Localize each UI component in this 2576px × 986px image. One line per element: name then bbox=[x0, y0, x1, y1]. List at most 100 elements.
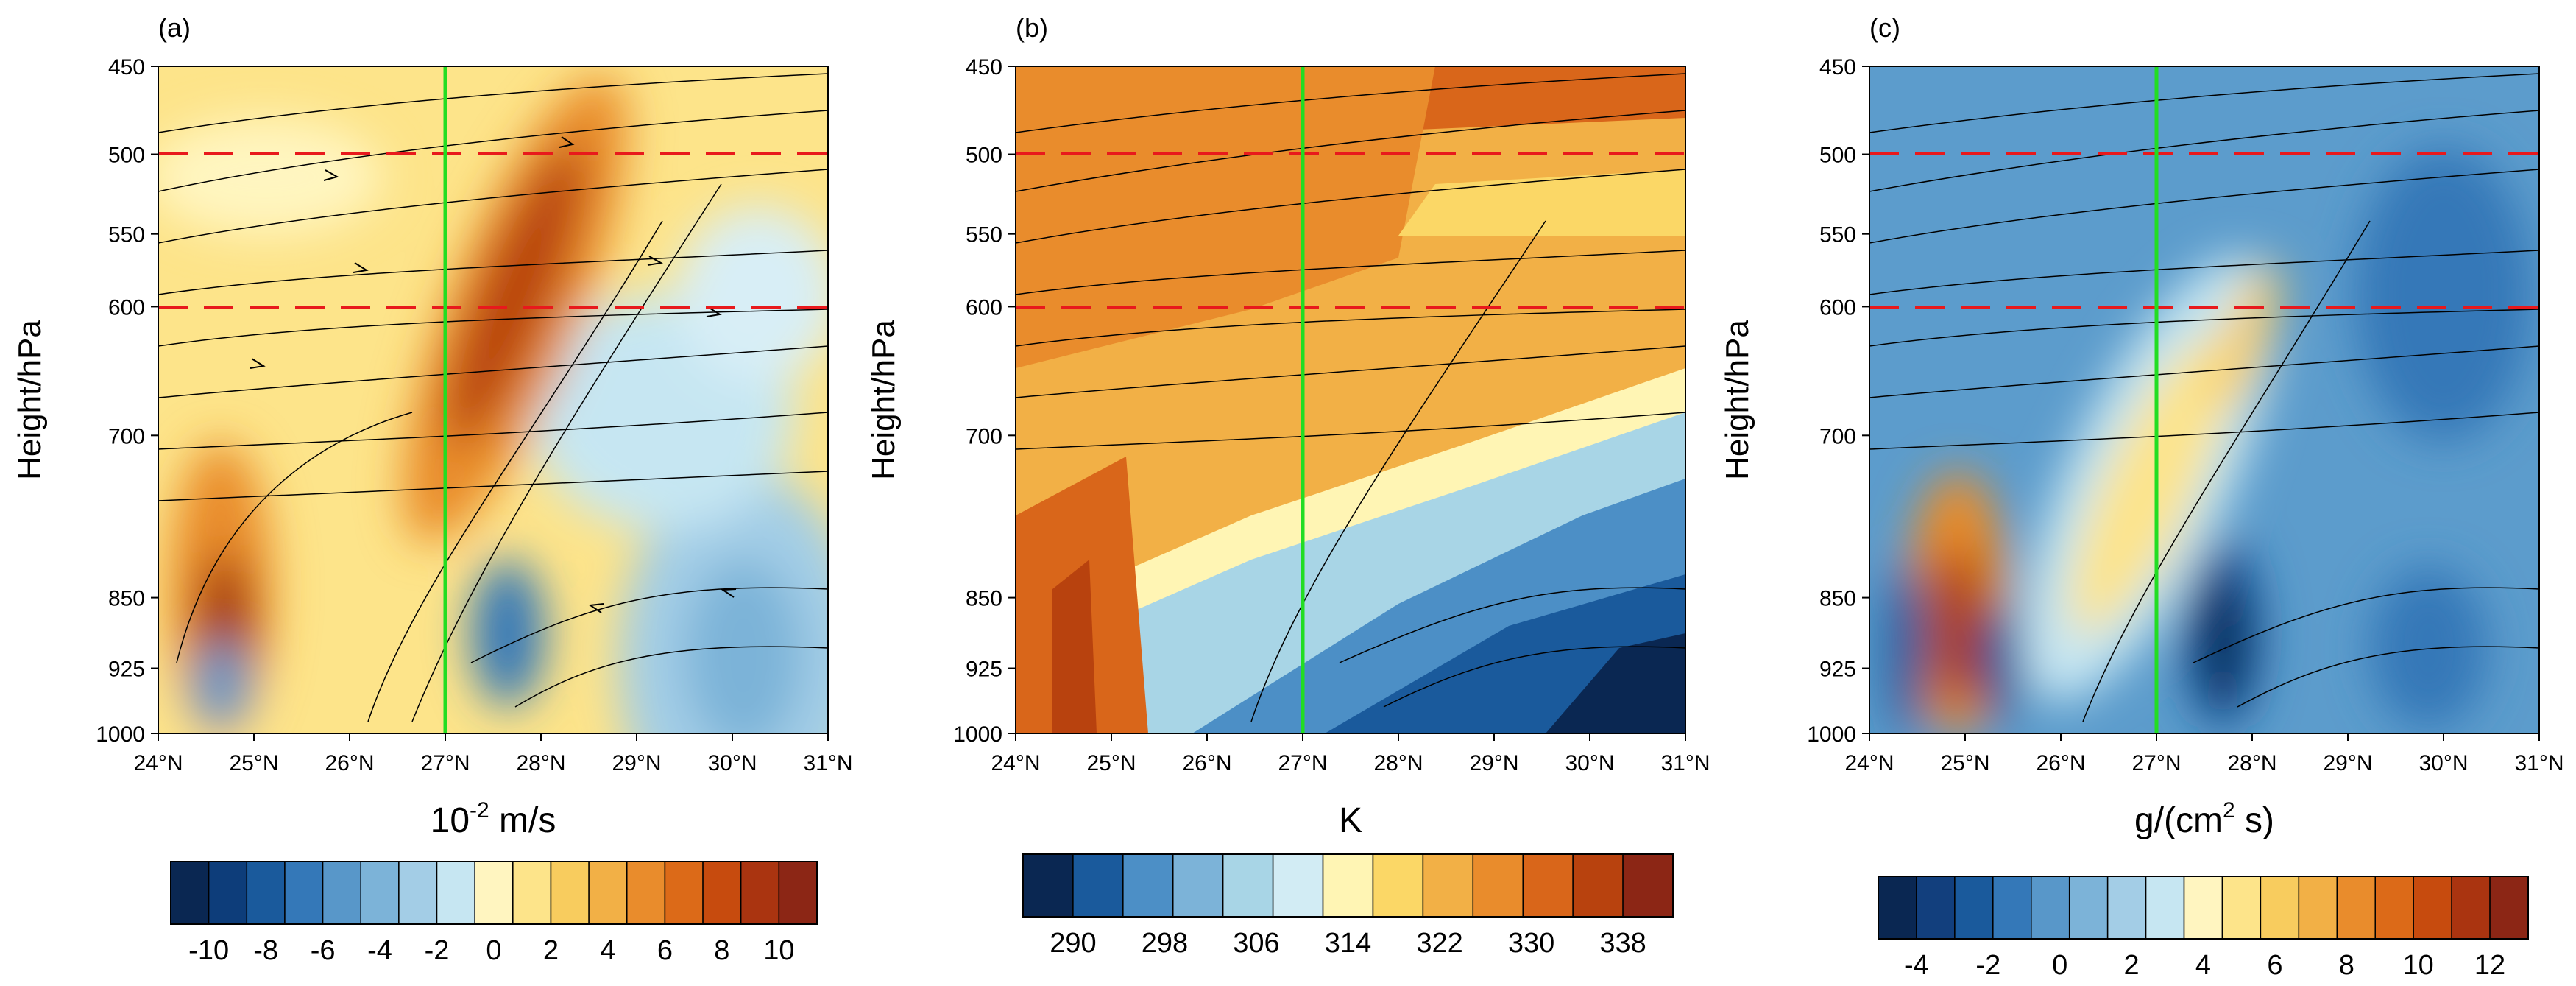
panel-c-colorbar-label: 8 bbox=[2339, 950, 2354, 981]
panel-b-colorbar-swatch bbox=[1622, 853, 1674, 918]
panel-c-colorbar-swatch bbox=[2413, 876, 2452, 940]
panel-a-colorbar-label: -8 bbox=[253, 935, 278, 966]
panel-a-colorbar-label: -10 bbox=[188, 935, 229, 966]
panel-b-ytick-label-550: 550 bbox=[966, 223, 1002, 247]
panel-b-colorbar-swatch bbox=[1372, 853, 1424, 918]
panel-b-colorbar-swatch bbox=[1522, 853, 1574, 918]
panel-a-xtick-label-3: 27°N bbox=[420, 751, 470, 775]
panel-a-colorbar-swatch bbox=[778, 861, 818, 925]
panel-a-colorbar-label: 0 bbox=[486, 935, 501, 966]
panel-a-xtick-label-1: 25°N bbox=[229, 751, 278, 775]
panel-c-colorbar-swatch bbox=[2145, 876, 2185, 940]
panel-a-ytick-label-850: 850 bbox=[108, 587, 145, 611]
panel-b-colorbar-swatch bbox=[1272, 853, 1324, 918]
panel-c-colorbar-label: 2 bbox=[2124, 950, 2140, 981]
panel-c-ytick-label-500: 500 bbox=[1819, 144, 1856, 168]
panel-c-xtick-label-0: 24°N bbox=[1844, 751, 1894, 775]
panel-c-colorbar-swatch bbox=[1878, 876, 1917, 940]
panel-a-ytick-label-925: 925 bbox=[108, 658, 145, 682]
panel-b-xtick-label-6: 30°N bbox=[1565, 751, 1614, 775]
panel-c-ytick-label-850: 850 bbox=[1819, 587, 1856, 611]
panel-c-colorbar-label: 4 bbox=[2195, 950, 2211, 981]
panel-c-ytick-label-1000: 1000 bbox=[1807, 722, 1856, 747]
panel-c-colorbar-swatch bbox=[2374, 876, 2414, 940]
panel-c-colorbar-swatch bbox=[2031, 876, 2070, 940]
panel-a-colorbar-swatch bbox=[512, 861, 552, 925]
panel-b-colorbar-label: 298 bbox=[1142, 928, 1188, 959]
panel-b-colorbar-swatch bbox=[1422, 853, 1474, 918]
panel-a-colorbar-label: 4 bbox=[600, 935, 615, 966]
panel-a-colorbar-label: -4 bbox=[367, 935, 392, 966]
panel-b-xtick-label-0: 24°N bbox=[991, 751, 1040, 775]
panel-c-colorbar-label: 0 bbox=[2052, 950, 2067, 981]
panel-a-colorbar-swatch bbox=[550, 861, 590, 925]
panel-a-colorbar-swatch bbox=[664, 861, 704, 925]
panel-c-colorbar-swatch bbox=[2106, 876, 2147, 940]
panel-b-ytick-label-925: 925 bbox=[966, 658, 1002, 682]
panel-a-colorbar-swatch bbox=[436, 861, 475, 925]
panel-a-ytick-label-700: 700 bbox=[108, 424, 145, 448]
panel-b-xtick-label-5: 29°N bbox=[1469, 751, 1518, 775]
panel-c-colorbar-swatch bbox=[1916, 876, 1956, 940]
panel-b-ytick-label-1000: 1000 bbox=[953, 722, 1002, 747]
panel-b-ytick-label-600: 600 bbox=[966, 295, 1002, 320]
panel-c-label: (c) bbox=[1869, 13, 1900, 43]
panel-a-colorbar-swatch bbox=[360, 861, 400, 925]
panel-c-xlabel: g/(cm2 s) bbox=[2134, 798, 2274, 840]
panel-b-colorbar-swatch bbox=[1072, 853, 1124, 918]
panel-c-colorbar-swatch bbox=[2451, 876, 2491, 940]
panel-b-xlabel: K bbox=[1339, 801, 1362, 840]
panel-b-ytick-label-850: 850 bbox=[966, 587, 1002, 611]
panel-c-ytick-label-450: 450 bbox=[1819, 55, 1856, 80]
panel-a-ytick-label-1000: 1000 bbox=[96, 722, 145, 747]
panel-a-ytick-label-450: 450 bbox=[108, 55, 145, 80]
panel-b-contour-field bbox=[1016, 66, 1685, 733]
panel-a-xlabel: 10-2 m/s bbox=[431, 798, 556, 840]
panel-c-colorbar-swatch bbox=[2183, 876, 2223, 940]
panel-c-xtick-label-4: 28°N bbox=[2227, 751, 2276, 775]
panel-b-xtick-label-3: 27°N bbox=[1278, 751, 1327, 775]
panel-a-colorbar-swatch bbox=[170, 861, 210, 925]
panel-b-colorbar-label: 330 bbox=[1508, 928, 1554, 959]
panel-b-ytick-label-700: 700 bbox=[966, 424, 1002, 448]
panel-b-colorbar-swatch bbox=[1172, 853, 1224, 918]
panel-c-ytick-label-925: 925 bbox=[1819, 658, 1856, 682]
panel-a-colorbar-label: 8 bbox=[714, 935, 729, 966]
panel-b-colorbar-label: 290 bbox=[1050, 928, 1096, 959]
panel-a-streamlines bbox=[158, 73, 828, 722]
panel-b-colorbar-swatch bbox=[1022, 853, 1074, 918]
panel-c-ytick-label-600: 600 bbox=[1819, 295, 1856, 320]
panel-c-xtick-label-2: 26°N bbox=[2036, 751, 2085, 775]
panel-c-xtick-label-7: 31°N bbox=[2514, 751, 2563, 775]
panel-a-colorbar-label: 10 bbox=[763, 935, 794, 966]
panel-c-colorbar-frame bbox=[1878, 876, 2529, 940]
panel-b-colorbar-swatch bbox=[1122, 853, 1174, 918]
panel-c-ylabel: Height/hPa bbox=[1719, 320, 1755, 480]
panel-b-colorbar-frame bbox=[1022, 853, 1674, 918]
panel-b-colorbar-label: 338 bbox=[1599, 928, 1646, 959]
panel-c-colorbar-swatch bbox=[2260, 876, 2300, 940]
panel-a-colorbar-label: 2 bbox=[543, 935, 559, 966]
panel-b-frame bbox=[1015, 66, 1686, 734]
panel-a-colorbar-swatch bbox=[588, 861, 628, 925]
panel-a-xtick-label-5: 29°N bbox=[612, 751, 661, 775]
panel-a-arrows bbox=[250, 136, 737, 613]
panel-a-xtick-label-2: 26°N bbox=[325, 751, 374, 775]
panel-c-colorbar-swatch bbox=[1954, 876, 1994, 940]
panel-c-ytick-label-700: 700 bbox=[1819, 424, 1856, 448]
panel-b-xtick-label-4: 28°N bbox=[1373, 751, 1423, 775]
panel-c-colorbar-swatch bbox=[2068, 876, 2109, 940]
panel-c-colorbar-swatch bbox=[2221, 876, 2262, 940]
panel-a-colorbar-label: 6 bbox=[657, 935, 673, 966]
panel-a-ytick-label-600: 600 bbox=[108, 295, 145, 320]
panel-c-colorbar-label: -2 bbox=[1975, 950, 2000, 981]
panel-b-colorbar-label: 322 bbox=[1416, 928, 1462, 959]
panel-c-colorbar-label: 10 bbox=[2403, 950, 2434, 981]
panel-b-xtick-label-1: 25°N bbox=[1086, 751, 1136, 775]
panel-c-contour-field bbox=[1869, 66, 2539, 733]
panel-a-colorbar-swatch bbox=[626, 861, 666, 925]
panel-c-colorbar-swatch bbox=[2298, 876, 2338, 940]
panel-a-colorbar-label: -2 bbox=[425, 935, 450, 966]
panel-a-xtick-label-4: 28°N bbox=[516, 751, 565, 775]
